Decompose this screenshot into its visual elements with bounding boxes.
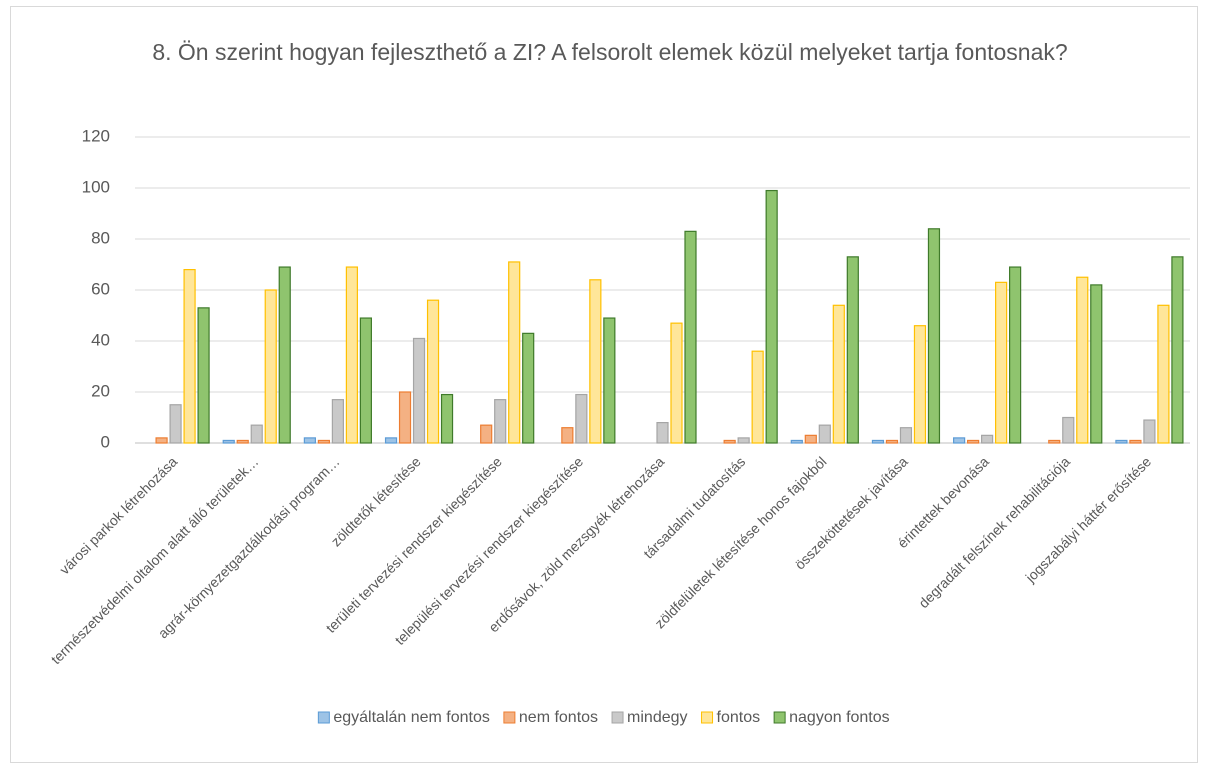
x-tick-label: zöldtetők létesítése bbox=[328, 453, 424, 549]
legend-swatch bbox=[773, 711, 786, 724]
bar bbox=[384, 437, 398, 444]
bar bbox=[871, 439, 885, 444]
bar bbox=[765, 189, 778, 444]
bar bbox=[250, 424, 263, 444]
bar bbox=[331, 399, 344, 444]
bar bbox=[790, 439, 803, 444]
bar bbox=[885, 439, 899, 444]
bar bbox=[1076, 276, 1089, 444]
bar bbox=[1090, 284, 1103, 444]
bar bbox=[278, 266, 291, 444]
bar bbox=[236, 439, 249, 444]
bar bbox=[575, 393, 588, 444]
bar bbox=[1048, 439, 1061, 444]
bar bbox=[818, 424, 831, 444]
bar bbox=[155, 437, 168, 444]
x-tick-label: területi tervezési rendszer kiegészítése bbox=[322, 453, 505, 636]
y-tick-label: 120 bbox=[82, 126, 110, 145]
bar bbox=[832, 304, 845, 444]
chart-border bbox=[10, 6, 1198, 763]
bar bbox=[494, 399, 507, 444]
bar bbox=[317, 439, 330, 444]
bar bbox=[995, 281, 1008, 444]
bar bbox=[183, 269, 196, 444]
bar bbox=[1129, 439, 1142, 444]
bar bbox=[684, 230, 697, 444]
bar bbox=[899, 427, 913, 444]
legend-swatch bbox=[611, 711, 624, 724]
legend-label: fontos bbox=[717, 709, 761, 726]
bar bbox=[1143, 419, 1156, 444]
x-tick-label: erdősávok, zöld mezsgyék létrehozása bbox=[485, 453, 667, 635]
bar bbox=[737, 437, 750, 444]
x-tick-label: agrár-környezetgazdálkodási program… bbox=[155, 453, 343, 641]
x-tick-label: degradált felszínek rehabilitációja bbox=[915, 453, 1073, 611]
bar bbox=[913, 325, 927, 444]
bar bbox=[197, 307, 210, 444]
bar bbox=[398, 391, 412, 444]
bar bbox=[953, 437, 966, 444]
legend-swatch bbox=[317, 711, 330, 724]
bar bbox=[264, 289, 277, 444]
bar bbox=[1009, 266, 1022, 444]
legend-label: nem fontos bbox=[519, 709, 598, 726]
legend-label: mindegy bbox=[627, 709, 687, 726]
bar bbox=[345, 266, 358, 444]
bar bbox=[412, 337, 426, 444]
y-tick-label: 40 bbox=[91, 330, 110, 349]
y-tick-label: 20 bbox=[91, 381, 110, 400]
y-tick-label: 0 bbox=[101, 432, 110, 451]
bar bbox=[804, 434, 817, 444]
bar bbox=[480, 424, 493, 444]
bar bbox=[603, 317, 616, 444]
bar bbox=[751, 350, 764, 444]
bar bbox=[927, 228, 941, 444]
y-tick-label: 100 bbox=[82, 177, 110, 196]
x-tick-label: települési tervezési rendszer kiegészíté… bbox=[392, 453, 587, 648]
bar bbox=[981, 434, 994, 444]
y-tick-label: 80 bbox=[91, 228, 110, 247]
chart-title: 8. Ön szerint hogyan fejleszthető a ZI? … bbox=[152, 39, 1068, 65]
legend-label: nagyon fontos bbox=[789, 709, 890, 726]
bar bbox=[723, 439, 736, 444]
bar bbox=[440, 393, 454, 444]
bar bbox=[656, 422, 669, 444]
bar bbox=[1157, 304, 1170, 444]
bar bbox=[222, 439, 235, 444]
bar bbox=[1062, 416, 1075, 444]
bar bbox=[1171, 256, 1184, 444]
bar bbox=[967, 439, 980, 444]
bar bbox=[169, 404, 182, 444]
legend-label: egyáltalán nem fontos bbox=[333, 709, 490, 726]
bar bbox=[303, 437, 316, 444]
bar bbox=[670, 322, 683, 444]
bar bbox=[508, 261, 521, 444]
bar bbox=[522, 332, 535, 444]
bar bbox=[846, 256, 859, 444]
bar bbox=[589, 279, 602, 444]
bar bbox=[561, 427, 574, 444]
y-tick-label: 60 bbox=[91, 279, 110, 298]
x-tick-label: zöldfelületek létesítése honos fajokból bbox=[651, 453, 829, 631]
bar bbox=[359, 317, 372, 444]
bar bbox=[1115, 439, 1128, 444]
legend-swatch bbox=[701, 711, 714, 724]
legend-swatch bbox=[503, 711, 516, 724]
bar bbox=[426, 299, 440, 444]
